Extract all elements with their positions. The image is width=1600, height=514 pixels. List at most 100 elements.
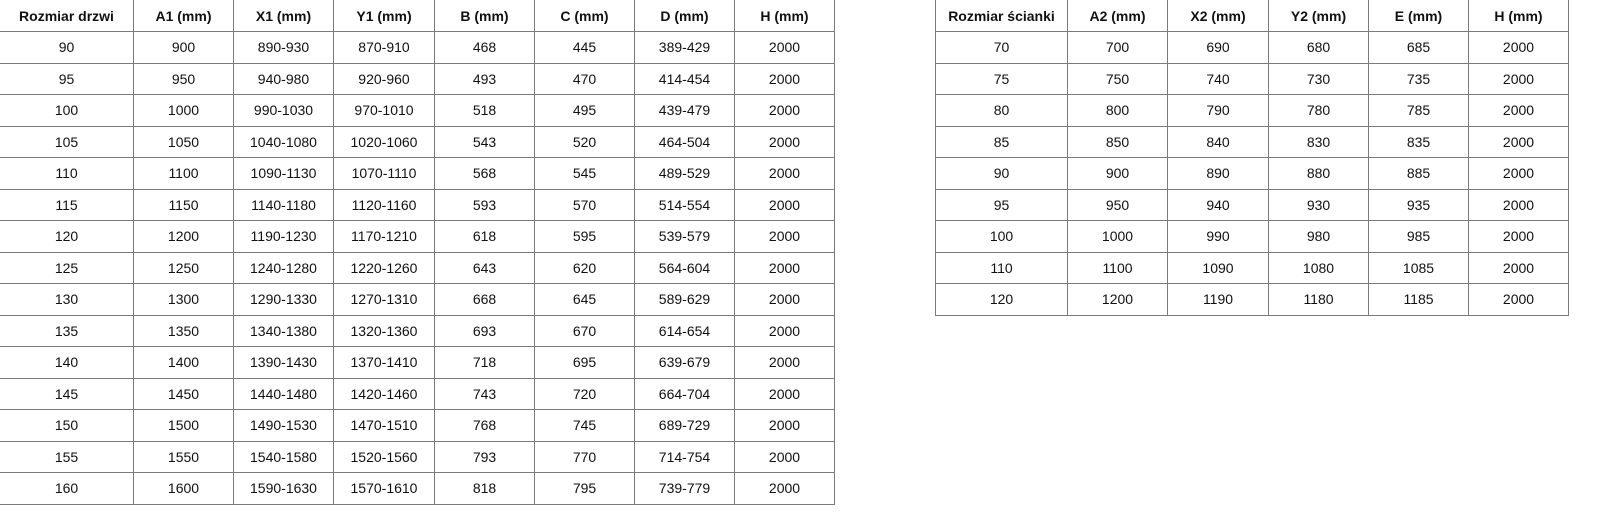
table-cell: 1000 [1067, 220, 1168, 253]
table-cell: 95 [935, 188, 1068, 221]
table-cell: 900 [1067, 157, 1168, 190]
table-cell: 770 [534, 440, 635, 473]
table-row: 90 900 890 880 885 2000 [935, 157, 1569, 190]
column-header: H (mm) [734, 0, 835, 32]
table-cell: 670 [534, 314, 635, 347]
table-cell: 739-779 [634, 472, 735, 505]
table-cell: 795 [534, 472, 635, 505]
table-cell: 870-910 [333, 31, 435, 64]
column-header: Rozmiar ścianki [935, 0, 1068, 32]
table-cell: 664-704 [634, 377, 735, 410]
table-cell: 643 [434, 251, 535, 284]
column-header: Rozmiar drzwi [0, 0, 134, 32]
table-cell: 543 [434, 125, 535, 158]
table-cell: 2000 [734, 94, 835, 127]
table-cell: 1320-1360 [333, 314, 435, 347]
table-cell: 120 [0, 220, 134, 253]
wall-size-table: Rozmiar ścianki A2 (mm) X2 (mm) Y2 (mm) E (m… [935, 0, 1569, 316]
table-cell: 885 [1368, 157, 1469, 190]
table-cell: 2000 [734, 62, 835, 95]
table-cell: 1100 [1067, 251, 1168, 284]
table-cell: 439-479 [634, 94, 735, 127]
column-header: X2 (mm) [1167, 0, 1269, 32]
table-cell: 990-1030 [233, 94, 334, 127]
table-cell: 125 [0, 251, 134, 284]
table-cell: 700 [1067, 31, 1168, 64]
table-row: 95 950 940 930 935 2000 [935, 188, 1569, 221]
table-cell: 2000 [734, 157, 835, 190]
table-cell: 1350 [133, 314, 234, 347]
table-cell: 2000 [734, 440, 835, 473]
column-header: X1 (mm) [233, 0, 334, 32]
table-cell: 930 [1268, 188, 1369, 221]
table-cell: 940 [1167, 188, 1269, 221]
table-cell: 2000 [734, 472, 835, 505]
column-header: B (mm) [434, 0, 535, 32]
table-cell: 2000 [734, 409, 835, 442]
table-row: 120 1200 1190 1180 1185 2000 [935, 283, 1569, 316]
table-row: 155 1550 1540-1580 1520-1560 793 770 714-754 20… [0, 440, 835, 473]
table-cell: 2000 [1468, 251, 1569, 284]
table-cell: 1270-1310 [333, 283, 435, 316]
table-cell: 2000 [734, 346, 835, 379]
table-cell: 2000 [734, 251, 835, 284]
table-cell: 115 [0, 188, 134, 221]
table-cell: 835 [1368, 125, 1469, 158]
table-cell: 70 [935, 31, 1068, 64]
table-row: 125 1250 1240-1280 1220-1260 643 620 564-604 20… [0, 251, 835, 284]
table-cell: 1590-1630 [233, 472, 334, 505]
table-cell: 75 [935, 62, 1068, 95]
table-cell: 155 [0, 440, 134, 473]
table-cell: 493 [434, 62, 535, 95]
table-cell: 2000 [734, 377, 835, 410]
table-cell: 1300 [133, 283, 234, 316]
table-cell: 1190 [1167, 283, 1269, 316]
table-cell: 520 [534, 125, 635, 158]
table-cell: 740 [1167, 62, 1269, 95]
table-cell: 595 [534, 220, 635, 253]
table-cell: 389-429 [634, 31, 735, 64]
table-cell: 735 [1368, 62, 1469, 95]
header-row: Rozmiar drzwi A1 (mm) X1 (mm) Y1 (mm) B (mm)… [0, 0, 835, 32]
table-cell: 645 [534, 283, 635, 316]
table-row: 135 1350 1340-1380 1320-1360 693 670 614-654 20… [0, 314, 835, 347]
table-cell: 1450 [133, 377, 234, 410]
table-cell: 2000 [734, 314, 835, 347]
table-row: 150 1500 1490-1530 1470-1510 768 745 689-729 20… [0, 409, 835, 442]
table-cell: 1440-1480 [233, 377, 334, 410]
column-header: A2 (mm) [1067, 0, 1168, 32]
table-cell: 135 [0, 314, 134, 347]
table-cell: 1220-1260 [333, 251, 435, 284]
table-cell: 1120-1160 [333, 188, 435, 221]
table-cell: 414-454 [634, 62, 735, 95]
table-cell: 1370-1410 [333, 346, 435, 379]
column-header: D (mm) [634, 0, 735, 32]
table-cell: 145 [0, 377, 134, 410]
table-cell: 768 [434, 409, 535, 442]
table-cell: 950 [133, 62, 234, 95]
column-header: E (mm) [1368, 0, 1469, 32]
table-cell: 130 [0, 283, 134, 316]
table-cell: 2000 [1468, 31, 1569, 64]
table-row: 130 1300 1290-1330 1270-1310 668 645 589-629 20… [0, 283, 835, 316]
table-cell: 1490-1530 [233, 409, 334, 442]
table-row: 70 700 690 680 685 2000 [935, 31, 1569, 64]
table-cell: 2000 [1468, 220, 1569, 253]
table-cell: 900 [133, 31, 234, 64]
door-size-table: Rozmiar drzwi A1 (mm) X1 (mm) Y1 (mm) B (mm)… [0, 0, 835, 505]
table-cell: 1570-1610 [333, 472, 435, 505]
table-cell: 2000 [734, 31, 835, 64]
table-cell: 618 [434, 220, 535, 253]
table-cell: 890 [1167, 157, 1269, 190]
table-cell: 780 [1268, 94, 1369, 127]
table-cell: 85 [935, 125, 1068, 158]
table-cell: 140 [0, 346, 134, 379]
table-cell: 1390-1430 [233, 346, 334, 379]
table-cell: 1040-1080 [233, 125, 334, 158]
table-cell: 1500 [133, 409, 234, 442]
table-cell: 120 [935, 283, 1068, 316]
table-cell: 564-604 [634, 251, 735, 284]
table-row: 110 1100 1090-1130 1070-1110 568 545 489-529 20… [0, 157, 835, 190]
table-row: 90 900 890-930 870-910 468 445 389-429 2000 [0, 31, 835, 64]
table-cell: 1200 [1067, 283, 1168, 316]
